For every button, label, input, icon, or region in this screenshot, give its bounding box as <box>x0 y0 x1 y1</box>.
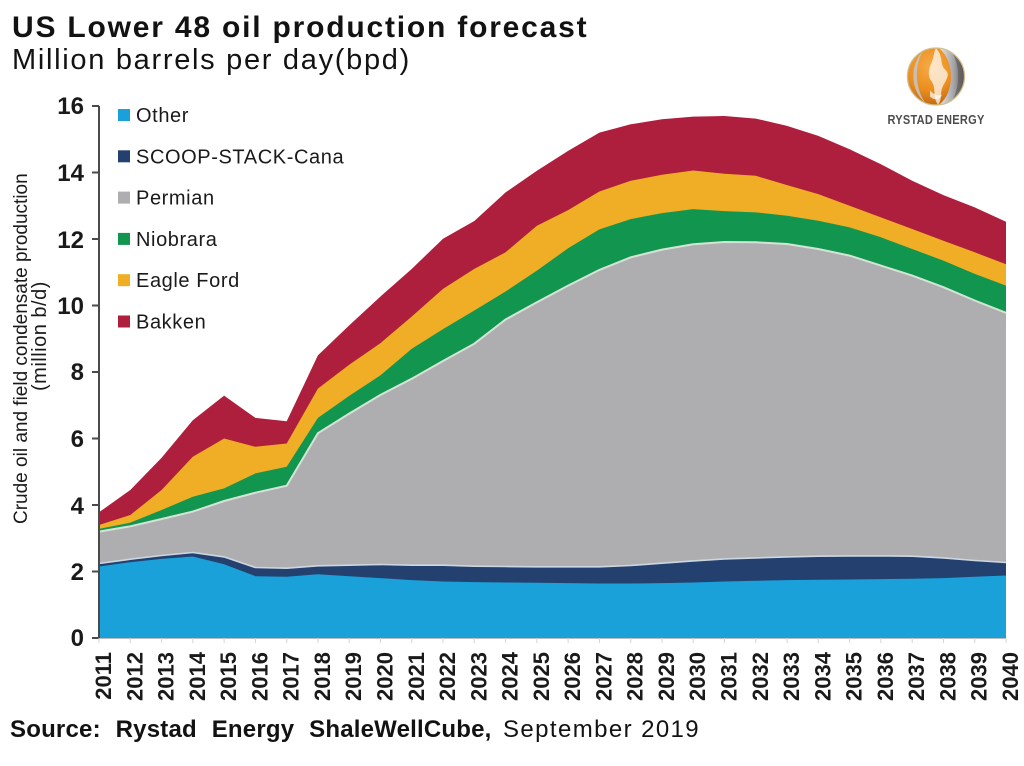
svg-text:2032: 2032 <box>748 652 773 701</box>
svg-text:2013: 2013 <box>154 652 179 701</box>
svg-text:2012: 2012 <box>122 652 147 701</box>
svg-text:2040: 2040 <box>998 652 1023 701</box>
svg-text:2023: 2023 <box>466 652 491 701</box>
svg-text:2021: 2021 <box>404 652 429 701</box>
svg-text:Niobrara: Niobrara <box>136 229 218 251</box>
svg-text:2017: 2017 <box>279 652 304 701</box>
svg-text:6: 6 <box>71 426 84 453</box>
svg-text:2024: 2024 <box>498 651 523 701</box>
svg-text:Bakken: Bakken <box>136 312 206 334</box>
svg-text:SCOOP-STACK-Cana: SCOOP-STACK-Cana <box>136 146 344 168</box>
svg-text:14: 14 <box>57 160 84 187</box>
svg-text:2028: 2028 <box>623 652 648 701</box>
svg-text:4: 4 <box>71 493 85 520</box>
svg-text:2019: 2019 <box>341 652 366 701</box>
svg-text:2036: 2036 <box>873 652 898 701</box>
svg-text:2031: 2031 <box>717 652 742 701</box>
svg-text:2030: 2030 <box>685 652 710 701</box>
svg-text:Permian: Permian <box>136 188 215 210</box>
svg-text:2: 2 <box>71 559 84 586</box>
svg-text:Crude oil and field condensate: Crude oil and field condensate productio… <box>11 173 32 524</box>
svg-text:2035: 2035 <box>842 652 867 701</box>
svg-text:2037: 2037 <box>904 652 929 701</box>
svg-text:RYSTAD ENERGY: RYSTAD ENERGY <box>887 112 984 127</box>
svg-text:2020: 2020 <box>373 652 398 701</box>
svg-text:(million b/d): (million b/d) <box>29 281 51 391</box>
svg-text:2034: 2034 <box>810 651 835 701</box>
svg-text:2038: 2038 <box>935 652 960 701</box>
svg-text:12: 12 <box>57 227 84 254</box>
svg-text:2025: 2025 <box>529 652 554 701</box>
svg-text:10: 10 <box>57 293 84 320</box>
svg-text:0: 0 <box>71 625 84 652</box>
svg-text:16: 16 <box>57 93 84 120</box>
svg-text:2018: 2018 <box>310 652 335 701</box>
svg-text:2014: 2014 <box>185 651 210 701</box>
svg-text:8: 8 <box>71 359 84 386</box>
svg-text:Other: Other <box>136 105 189 127</box>
svg-text:2016: 2016 <box>247 652 272 701</box>
svg-text:2022: 2022 <box>435 652 460 701</box>
svg-text:2015: 2015 <box>216 652 241 701</box>
svg-text:Eagle Ford: Eagle Ford <box>136 270 240 292</box>
svg-text:2011: 2011 <box>91 652 116 700</box>
svg-text:2026: 2026 <box>560 652 585 701</box>
svg-text:2033: 2033 <box>779 652 804 701</box>
svg-text:2039: 2039 <box>967 652 992 701</box>
svg-text:2027: 2027 <box>591 652 616 701</box>
svg-text:2029: 2029 <box>654 652 679 701</box>
